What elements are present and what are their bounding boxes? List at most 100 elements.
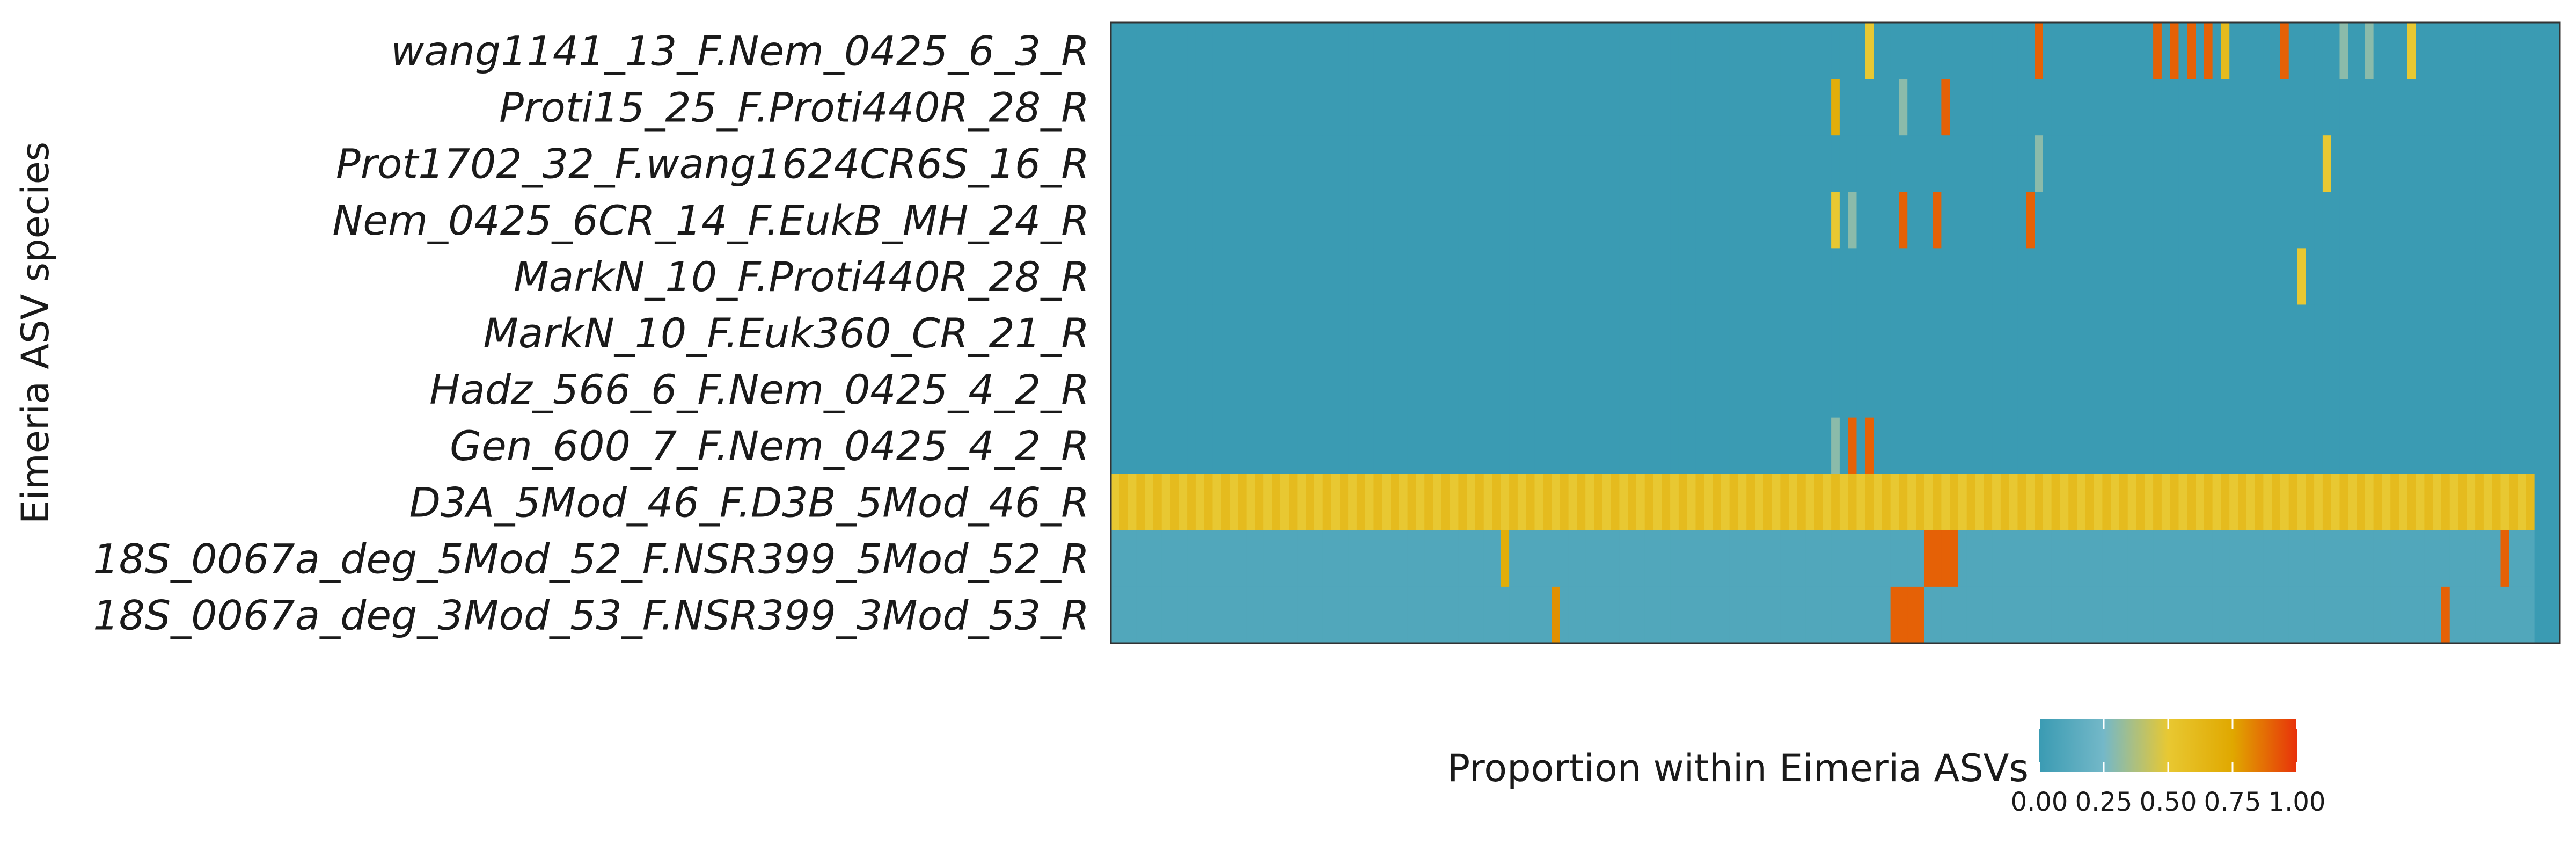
heatmap-cell: [2492, 304, 2501, 362]
heatmap-cell: [2000, 586, 2010, 644]
heatmap-cell: [1628, 530, 1637, 587]
heatmap-cell: [1475, 361, 1484, 418]
heatmap-cell: [2170, 361, 2179, 418]
heatmap-cell: [1772, 586, 1781, 644]
heatmap-cell: [1805, 79, 1815, 136]
heatmap-cell: [1170, 304, 1179, 362]
heatmap-cell: [1492, 23, 1501, 79]
heatmap-cell: [1289, 23, 1298, 79]
heatmap-cell: [2111, 417, 2120, 475]
heatmap-cell: [2509, 530, 2518, 587]
heatmap-cell: [1356, 192, 1366, 249]
heatmap-cell: [1111, 192, 1120, 249]
heatmap-cell: [1263, 23, 1272, 79]
heatmap-cell: [2238, 135, 2247, 192]
heatmap-cell: [1382, 417, 1391, 475]
heatmap-cell: [1356, 135, 1366, 192]
heatmap-cell: [1230, 192, 1239, 249]
heatmap-cell: [1483, 79, 1493, 136]
heatmap-cell: [1509, 417, 1518, 475]
heatmap-cell: [2212, 23, 2222, 79]
heatmap-cell: [1161, 474, 1171, 531]
heatmap-cell: [1187, 417, 1196, 475]
heatmap-cell: [1238, 248, 1247, 305]
heatmap-cell: [2178, 135, 2187, 192]
heatmap-cell: [1111, 304, 1120, 362]
heatmap-cell: [2051, 530, 2061, 587]
heatmap-cell: [1111, 417, 1120, 475]
heatmap-cell: [2407, 361, 2417, 418]
heatmap-cell: [1678, 586, 1688, 644]
heatmap-cell: [2306, 530, 2315, 587]
heatmap-cell: [1230, 135, 1239, 192]
heatmap-cell: [1179, 135, 1188, 192]
heatmap-cell: [1746, 586, 1755, 644]
heatmap-cell: [2229, 474, 2238, 531]
heatmap-cell: [1975, 361, 1984, 418]
heatmap-cell: [1738, 248, 1747, 305]
heatmap-cell: [2407, 474, 2417, 531]
heatmap-cell: [2238, 586, 2247, 644]
heatmap-cell: [1713, 474, 1722, 531]
heatmap-cell: [2026, 79, 2035, 136]
heatmap-cell: [2102, 135, 2111, 192]
row-label: Hadz_566_6_F.Nem_0425_4_2_R: [429, 366, 1089, 413]
heatmap-cell: [1195, 417, 1205, 475]
heatmap-cell: [2441, 474, 2450, 531]
heatmap-cell: [1789, 23, 1798, 79]
heatmap-cell: [2068, 79, 2077, 136]
heatmap-cell: [1755, 135, 1764, 192]
heatmap-cell: [1729, 304, 1739, 362]
heatmap-cell: [2314, 304, 2323, 362]
heatmap-cell: [1483, 361, 1493, 418]
heatmap-cell: [1797, 417, 1806, 475]
heatmap-cell: [1763, 361, 1773, 418]
heatmap-cell: [2467, 79, 2476, 136]
heatmap-cell: [2026, 586, 2035, 644]
heatmap-cell: [1187, 530, 1196, 587]
heatmap-cell: [1899, 417, 1908, 475]
heatmap-cell: [2433, 361, 2442, 418]
heatmap-cell: [1772, 417, 1781, 475]
heatmap-cell: [1865, 361, 1874, 418]
heatmap-cell: [2357, 192, 2366, 249]
heatmap-cell: [2196, 135, 2205, 192]
heatmap-cell: [2094, 417, 2103, 475]
heatmap-cell: [2500, 248, 2509, 305]
heatmap-cell: [1899, 361, 1908, 418]
heatmap-cell: [1882, 474, 1891, 531]
heatmap-cell: [1890, 530, 1900, 587]
heatmap-cell: [2339, 192, 2348, 249]
legend-title: Proportion within Eimeria ASVs: [1447, 746, 2029, 790]
heatmap-cell: [2382, 23, 2391, 79]
heatmap-cell: [1475, 474, 1484, 531]
heatmap-cell: [2026, 192, 2035, 249]
heatmap-cell: [2526, 304, 2535, 362]
heatmap-cell: [2492, 530, 2501, 587]
heatmap-cell: [2543, 474, 2552, 531]
heatmap-cell: [2441, 530, 2450, 587]
heatmap-cell: [1941, 361, 1950, 418]
heatmap-cell: [1899, 79, 1908, 136]
heatmap-cell: [1212, 417, 1221, 475]
heatmap-cell: [1975, 79, 1984, 136]
heatmap-cell: [1145, 586, 1154, 644]
heatmap-cell: [1848, 474, 1857, 531]
heatmap-cell: [1755, 248, 1764, 305]
heatmap-cell: [2043, 79, 2052, 136]
heatmap-cell: [2051, 192, 2061, 249]
heatmap-cell: [2111, 135, 2120, 192]
heatmap-cell: [1678, 248, 1688, 305]
heatmap-cell: [1653, 79, 1662, 136]
heatmap-cell: [2475, 79, 2484, 136]
heatmap-cell: [1594, 135, 1603, 192]
heatmap-cell: [1653, 586, 1662, 644]
heatmap-cell: [1187, 361, 1196, 418]
heatmap-cell: [1407, 304, 1417, 362]
heatmap-cell: [2526, 248, 2535, 305]
heatmap-cell: [1340, 530, 1349, 587]
heatmap-cell: [1594, 304, 1603, 362]
heatmap-cell: [2407, 135, 2417, 192]
heatmap-cell: [2416, 417, 2425, 475]
heatmap-cell: [1382, 586, 1391, 644]
